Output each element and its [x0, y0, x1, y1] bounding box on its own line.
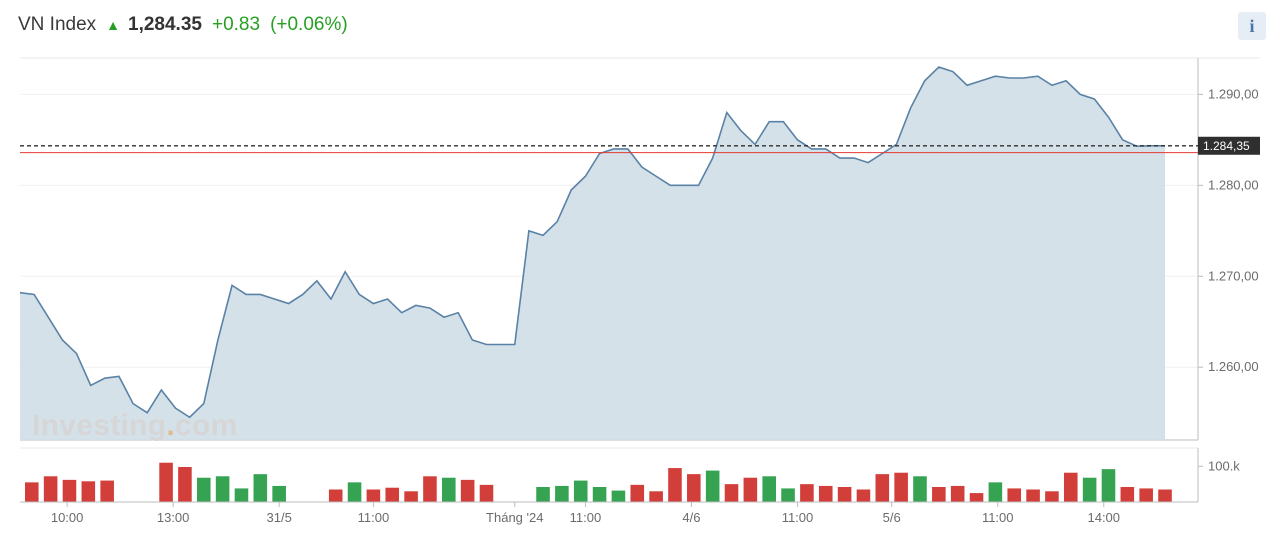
price-change: +0.83	[212, 14, 260, 36]
svg-text:1.280,00: 1.280,00	[1208, 177, 1259, 192]
svg-text:4/6: 4/6	[682, 510, 700, 525]
up-arrow-icon: ▲	[106, 17, 120, 33]
svg-text:1.260,00: 1.260,00	[1208, 359, 1259, 374]
chart-container: Investing.com 1.284,351.260,001.270,001.…	[10, 50, 1268, 531]
svg-text:11:00: 11:00	[358, 510, 390, 525]
svg-text:Tháng '24: Tháng '24	[486, 510, 543, 525]
info-button[interactable]: i	[1238, 12, 1266, 40]
svg-text:1.270,00: 1.270,00	[1208, 268, 1259, 283]
svg-text:1.290,00: 1.290,00	[1208, 86, 1259, 101]
svg-text:1.284,35: 1.284,35	[1203, 139, 1250, 153]
svg-text:14:00: 14:00	[1087, 510, 1120, 525]
price-chart[interactable]: 1.284,35 1.260,00 1.270,00 1.280,00 1.290,00…	[10, 50, 1268, 531]
info-icon: i	[1249, 16, 1254, 37]
price-change-pct: (+0.06%)	[270, 14, 348, 36]
chart-header: VN Index ▲ 1,284.35 +0.83 (+0.06%)	[18, 14, 348, 36]
svg-text:31/5: 31/5	[267, 510, 292, 525]
svg-text:13:00: 13:00	[157, 510, 190, 525]
svg-text:100.k: 100.k	[1208, 458, 1240, 473]
svg-text:5/6: 5/6	[883, 510, 901, 525]
instrument-name: VN Index	[18, 14, 96, 36]
svg-text:11:00: 11:00	[570, 510, 602, 525]
svg-text:11:00: 11:00	[982, 510, 1014, 525]
svg-text:11:00: 11:00	[782, 510, 814, 525]
last-price: 1,284.35	[128, 14, 202, 36]
svg-text:10:00: 10:00	[51, 510, 84, 525]
